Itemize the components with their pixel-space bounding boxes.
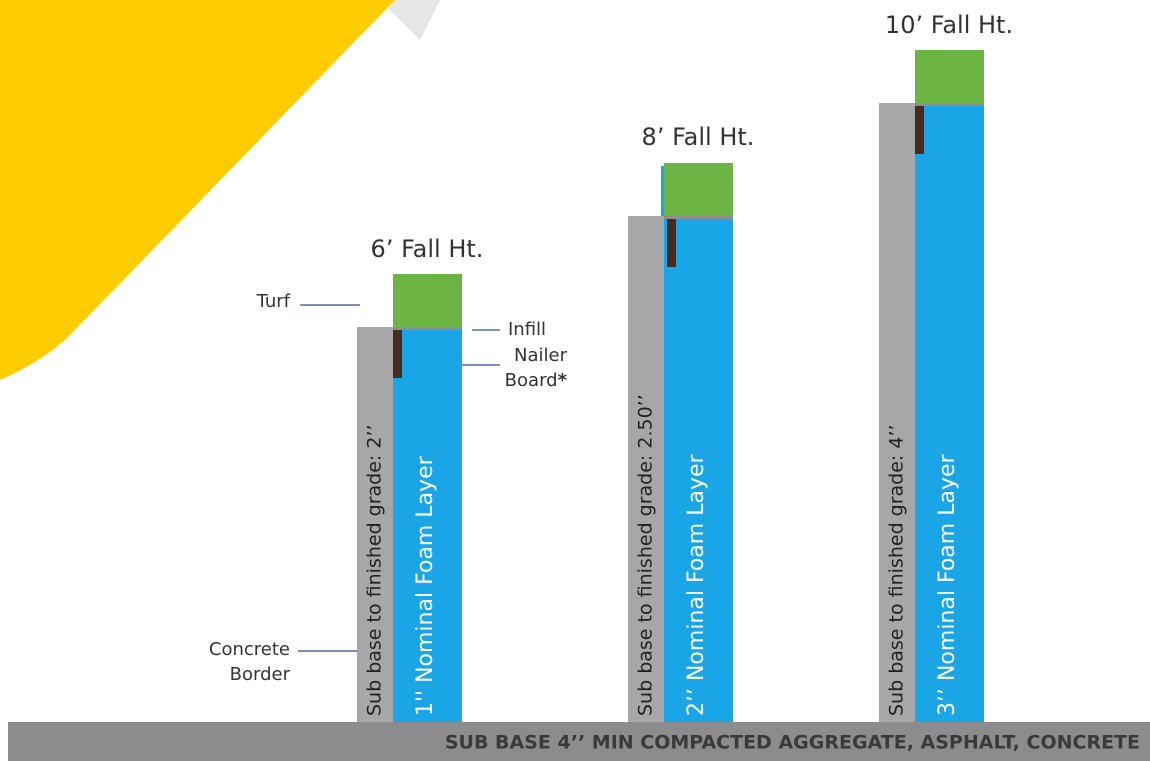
turf bbox=[393, 274, 462, 327]
callout: Infill bbox=[508, 319, 546, 340]
foam-label: 1'' Nominal Foam Layer bbox=[413, 455, 438, 716]
infill bbox=[393, 327, 462, 330]
border-label: Sub base to finished grade: 2.50’’ bbox=[635, 394, 657, 716]
concrete-border bbox=[357, 327, 393, 722]
callout: Board bbox=[505, 370, 558, 391]
base-bar bbox=[8, 722, 1150, 761]
foam-layer bbox=[915, 106, 984, 722]
infill bbox=[915, 103, 984, 106]
concrete-border bbox=[879, 103, 915, 722]
border-label: Sub base to finished grade: 4’’ bbox=[886, 424, 908, 716]
turf bbox=[915, 50, 984, 103]
callout: Board* bbox=[505, 370, 568, 391]
nailer-board bbox=[393, 330, 402, 378]
asterisk: * bbox=[558, 370, 568, 391]
column-title: 8’ Fall Ht. bbox=[642, 123, 755, 151]
infill bbox=[664, 216, 733, 219]
concrete-border bbox=[628, 216, 664, 722]
foam-layer bbox=[393, 330, 462, 722]
yellow-shape bbox=[0, 0, 395, 380]
shadow-shape bbox=[380, 0, 440, 40]
nailer-board bbox=[915, 106, 924, 154]
column-title: 10’ Fall Ht. bbox=[885, 11, 1013, 39]
column-title: 6’ Fall Ht. bbox=[371, 235, 484, 263]
foam-label: 2’’ Nominal Foam Layer bbox=[684, 454, 709, 716]
turf bbox=[664, 163, 733, 216]
callout: Concrete bbox=[209, 639, 290, 660]
callout: Turf bbox=[256, 291, 291, 312]
foam-label: 3’’ Nominal Foam Layer bbox=[935, 454, 960, 716]
callout: Nailer bbox=[514, 345, 568, 366]
nailer-board bbox=[667, 219, 676, 267]
turf-edge bbox=[661, 166, 664, 216]
base-label: SUB BASE 4’’ MIN COMPACTED AGGREGATE, AS… bbox=[445, 732, 1140, 754]
border-label: Sub base to finished grade: 2’’ bbox=[364, 424, 386, 716]
callout: Border bbox=[230, 664, 291, 685]
foam-layer bbox=[664, 219, 733, 722]
